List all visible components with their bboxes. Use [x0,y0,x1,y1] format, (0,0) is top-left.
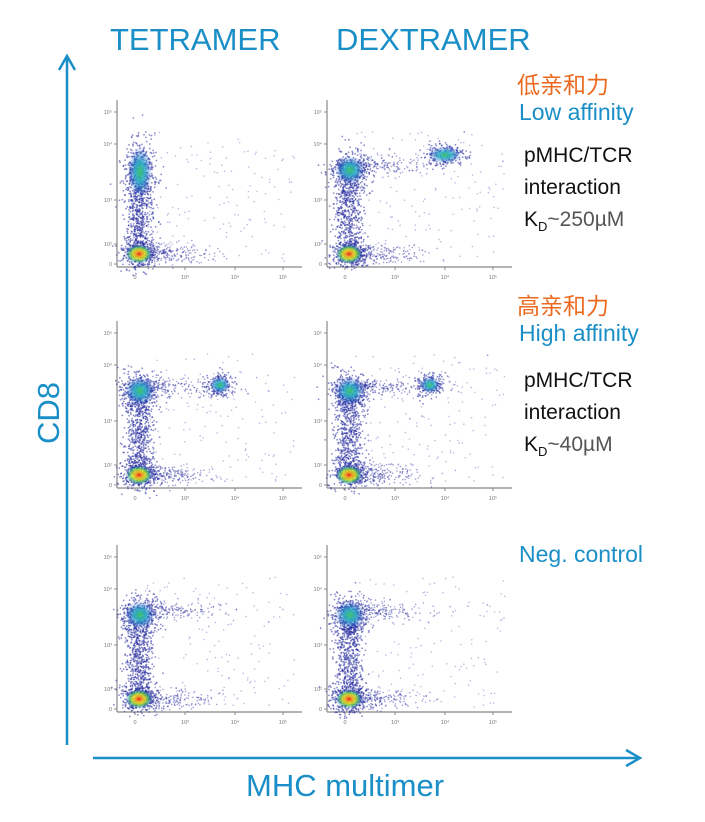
y-tick-label: 10⁵ [314,554,322,561]
flow-plot-6: 10⁵ 10⁴ 10³ 10² 0 0 10³ 10⁴ 10⁵ [314,545,512,726]
y-tick-label: 10³ [104,643,112,649]
label-high-affinity: High affinity [519,320,639,346]
jp-label-low-affinity: 低亲和力 [517,72,609,98]
y-tick-label: 10³ [104,198,112,204]
y-axis-label: CD8 [31,381,67,445]
x-tick-label: 10³ [391,720,399,726]
scatter-points [113,353,296,499]
label-neg-control: Neg. control [519,541,644,567]
y-tick-label: 10² [314,463,322,469]
x-tick-label: 0 [343,720,346,726]
x-tick-label: 10⁵ [279,719,287,726]
x-tick-label: 0 [343,275,346,281]
x-tick-label: 0 [133,720,136,726]
x-tick-label: 10⁵ [279,274,287,281]
scatter-points [317,131,505,271]
x-tick-label: 0 [133,496,136,502]
interaction-line-2: interaction [524,176,621,199]
y-tick-label: 10⁴ [104,586,113,593]
column-header-dextramer: DEXTRAMER [336,22,531,57]
interaction-line-2: interaction [524,401,621,424]
flow-plot-5: 10⁵ 10⁴ 10³ 10² 0 0 10³ 10⁴ 10⁵ [104,545,302,726]
kd-value-low: KD~250µM [524,208,625,235]
flow-plot-1: 10⁵ 10⁴ 10³ 10² 0 0 10³ 10⁴ 10⁵ [104,100,302,281]
y-tick-label: 0 [319,707,322,713]
x-tick-label: 10³ [181,496,189,502]
y-tick-label: 10² [314,687,322,693]
y-tick-label: 10⁴ [104,362,113,369]
y-tick-label: 10² [314,242,322,248]
x-tick-label: 10⁴ [231,719,240,726]
y-axis-arrowhead [57,53,77,71]
x-tick-label: 10⁴ [231,495,240,502]
x-axis-arrowhead [625,748,643,768]
y-tick-label: 10³ [314,419,322,425]
y-tick-label: 10⁵ [104,109,112,116]
scatter-points [109,114,296,277]
column-header-tetramer: TETRAMER [110,22,281,57]
y-tick-label: 0 [109,262,112,268]
interaction-line-1: pMHC/TCR [524,144,633,167]
y-tick-label: 10³ [314,198,322,204]
x-tick-label: 10⁵ [489,274,497,281]
y-tick-label: 10³ [314,643,322,649]
y-tick-label: 10⁴ [314,362,323,369]
y-tick-label: 10⁵ [104,554,112,561]
y-tick-label: 0 [109,483,112,489]
y-tick-label: 10⁵ [104,330,112,337]
x-tick-label: 10³ [391,275,399,281]
y-tick-label: 10³ [104,419,112,425]
y-tick-label: 10⁴ [314,141,323,148]
x-tick-label: 0 [133,275,136,281]
y-tick-label: 10² [104,242,112,248]
x-tick-label: 10⁴ [231,274,240,281]
x-tick-label: 10⁵ [489,495,497,502]
y-tick-label: 0 [319,483,322,489]
flow-plot-3: 10⁵ 10⁴ 10³ 10² 0 0 10³ 10⁴ 10⁵ [104,321,302,502]
x-tick-label: 10⁵ [279,495,287,502]
y-tick-label: 10² [104,687,112,693]
x-tick-label: 10⁵ [489,719,497,726]
flow-plot-4: 10⁵ 10⁴ 10³ 10² 0 0 10³ 10⁴ 10⁵ [314,321,512,502]
scatter-points [316,354,506,495]
y-tick-label: 10² [104,463,112,469]
flow-plot-2: 10⁵ 10⁴ 10³ 10² 0 0 10³ 10⁴ 10⁵ [314,100,512,281]
label-low-affinity: Low affinity [519,99,634,125]
x-tick-label: 10³ [181,275,189,281]
x-tick-label: 10⁴ [441,274,450,281]
y-tick-label: 0 [109,707,112,713]
y-tick-label: 10⁵ [314,330,322,337]
y-tick-label: 10⁴ [104,141,113,148]
scatter-points [111,576,296,718]
y-tick-label: 10⁴ [314,586,323,593]
x-axis-label: MHC multimer [246,768,445,803]
x-tick-label: 10³ [391,496,399,502]
x-tick-label: 10³ [181,720,189,726]
interaction-line-1: pMHC/TCR [524,369,633,392]
x-tick-label: 0 [343,496,346,502]
kd-value-high: KD~40µM [524,433,613,460]
x-tick-label: 10⁴ [441,495,450,502]
y-tick-label: 10⁵ [314,109,322,116]
x-tick-label: 10⁴ [441,719,450,726]
scatter-points [318,576,506,720]
y-tick-label: 0 [319,262,322,268]
jp-label-high-affinity: 高亲和力 [517,293,609,319]
